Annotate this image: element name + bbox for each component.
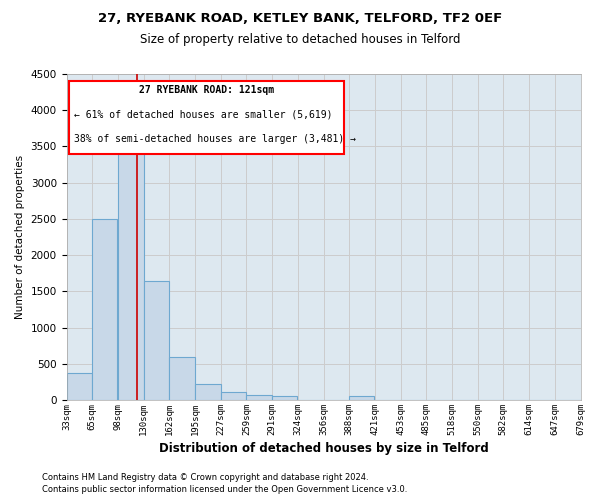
Bar [272, 396, 297, 400]
Text: Size of property relative to detached houses in Telford: Size of property relative to detached ho… [140, 32, 460, 46]
Bar [118, 128, 144, 400]
FancyBboxPatch shape [69, 80, 344, 154]
Bar [349, 396, 374, 400]
Text: 27, RYEBANK ROAD, KETLEY BANK, TELFORD, TF2 0EF: 27, RYEBANK ROAD, KETLEY BANK, TELFORD, … [98, 12, 502, 26]
Bar [144, 281, 169, 400]
Text: Contains HM Land Registry data © Crown copyright and database right 2024.: Contains HM Land Registry data © Crown c… [42, 474, 368, 482]
Bar [247, 395, 272, 400]
Bar [92, 219, 118, 400]
Bar [169, 358, 194, 400]
Text: 38% of semi-detached houses are larger (3,481) →: 38% of semi-detached houses are larger (… [74, 134, 356, 144]
Text: Contains public sector information licensed under the Open Government Licence v3: Contains public sector information licen… [42, 485, 407, 494]
Text: ← 61% of detached houses are smaller (5,619): ← 61% of detached houses are smaller (5,… [74, 110, 333, 120]
X-axis label: Distribution of detached houses by size in Telford: Distribution of detached houses by size … [158, 442, 488, 455]
Text: 27 RYEBANK ROAD: 121sqm: 27 RYEBANK ROAD: 121sqm [139, 86, 274, 96]
Bar [67, 373, 92, 400]
Y-axis label: Number of detached properties: Number of detached properties [15, 155, 25, 319]
Bar [196, 384, 221, 400]
Bar [221, 392, 247, 400]
